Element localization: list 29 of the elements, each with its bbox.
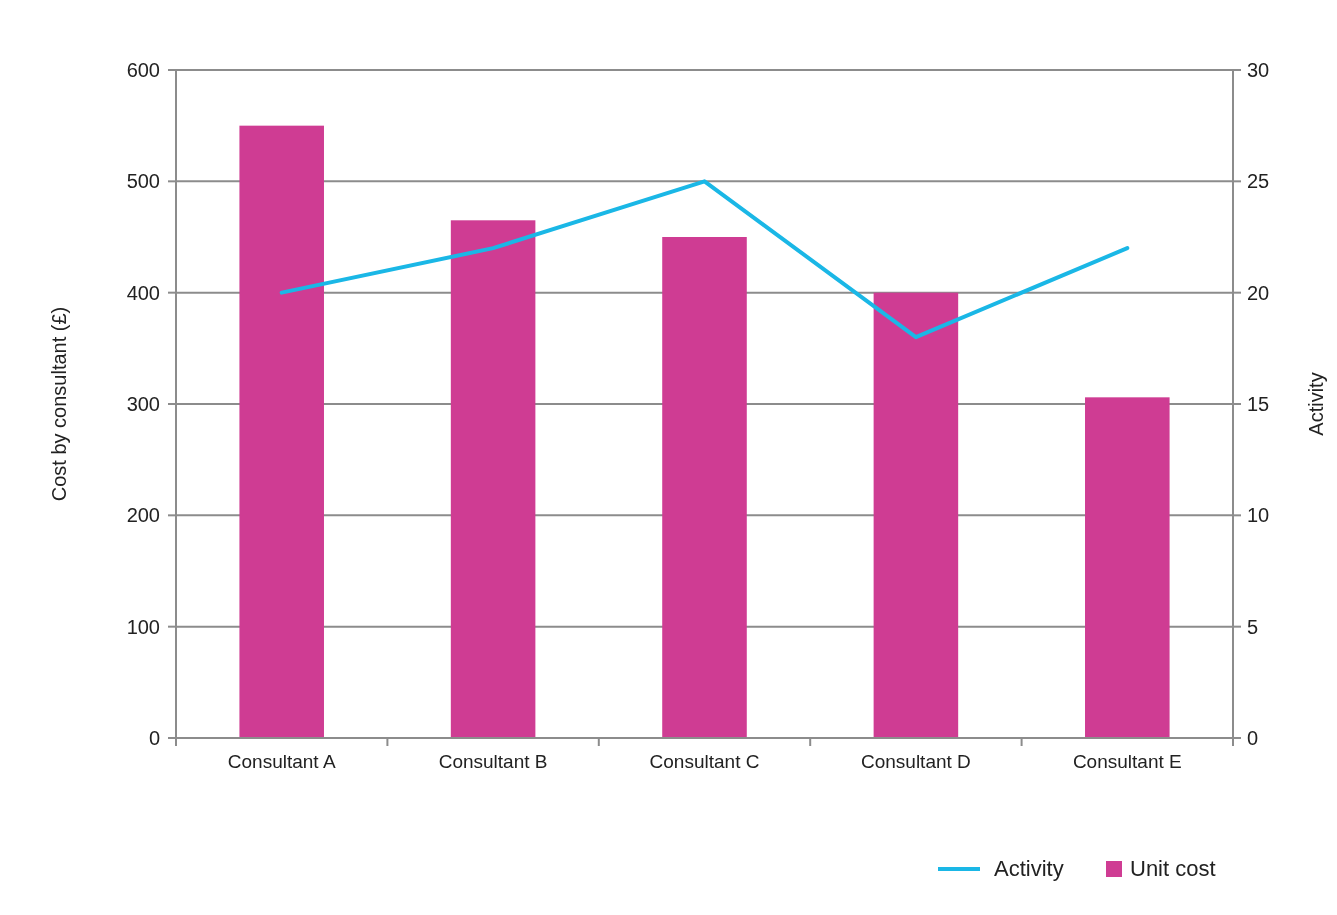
bar (1085, 397, 1170, 738)
x-tick-label: Consultant A (227, 751, 336, 772)
y-tick-label: 300 (126, 393, 160, 415)
line-series (279, 179, 1130, 340)
y2-tick-label: 0 (1247, 727, 1259, 749)
bar (873, 292, 959, 738)
y2-tick-label: 15 (1247, 393, 1270, 415)
y2-tick-label: 25 (1247, 170, 1270, 193)
y-tick-label: 500 (126, 170, 160, 193)
legend-label: Activity (994, 856, 1064, 881)
y2-tick-label: 30 (1247, 59, 1270, 81)
y-tick-label: 600 (126, 59, 160, 81)
y-tick-label: 400 (126, 281, 160, 304)
y2-axis-title: Activity (1305, 372, 1327, 436)
y-tick-label: 200 (126, 504, 160, 527)
y-tick-label: 100 (126, 615, 160, 638)
bar (450, 220, 536, 738)
x-tick-label: Consultant E (1072, 751, 1182, 772)
x-tick-label: Consultant D (860, 751, 971, 772)
x-tick-label: Consultant B (438, 751, 548, 772)
y2-tick-label: 5 (1247, 615, 1259, 638)
bar (239, 125, 324, 738)
y2-tick-label: 10 (1247, 504, 1270, 527)
y-axis-title: Cost by consultant (£) (48, 306, 70, 502)
y2-tick-label: 20 (1247, 281, 1270, 304)
legend-label: Unit cost (1130, 856, 1216, 881)
bar (662, 237, 747, 738)
y-tick-label: 0 (148, 727, 160, 749)
x-tick-label: Consultant C (649, 751, 760, 772)
